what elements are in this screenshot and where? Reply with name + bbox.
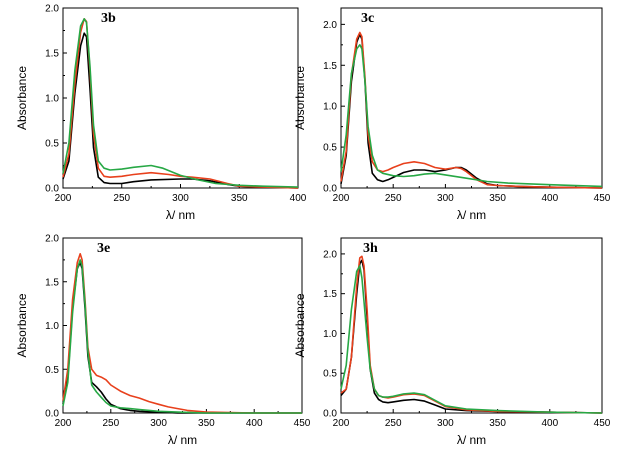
- series-line-red: [62, 253, 302, 414]
- y-tick-label: 0.0: [45, 184, 59, 195]
- panel-title: 3h: [363, 241, 378, 256]
- y-tick-label: 0.0: [323, 184, 337, 195]
- x-tick-label: 450: [594, 193, 611, 204]
- x-tick-label: 250: [385, 193, 402, 204]
- y-tick-label: 1.0: [45, 94, 59, 105]
- panel-3b: 200 250 300 350 400 0.0 0.5 1.0 1.5 2.0 3b λ/ nm Abs…: [15, 4, 307, 223]
- x-tick-label: 400: [290, 193, 307, 204]
- y-tick-label: 1.5: [45, 277, 59, 288]
- x-tick-label: 400: [541, 418, 558, 429]
- y-tick-label: 1.0: [323, 329, 337, 340]
- y-axis-label: Absorbance: [15, 66, 29, 130]
- y-tick-label: 1.5: [45, 49, 59, 60]
- x-tick-label: 200: [55, 418, 72, 429]
- y-axis-label: Absorbance: [293, 293, 307, 357]
- series-line-red: [340, 31, 603, 189]
- series-line-green: [62, 17, 299, 188]
- y-tick-label: 0.5: [323, 369, 337, 380]
- x-tick-label: 200: [333, 418, 350, 429]
- x-tick-label: 450: [594, 418, 611, 429]
- y-tick-label: 0.0: [323, 409, 337, 420]
- y-tick-label: 1.5: [323, 61, 337, 72]
- x-axis-label: λ/ nm: [457, 433, 486, 447]
- y-axis-label: Absorbance: [293, 66, 307, 130]
- x-tick-label: 350: [489, 418, 506, 429]
- y-tick-label: 0.5: [323, 143, 337, 154]
- panel-3e: 200 250 300 350 400 450 0.0 0.5 1.0 1.5 2.0 3e λ/ nm…: [15, 234, 311, 448]
- x-tick-label: 250: [102, 418, 119, 429]
- series-line-red: [62, 17, 299, 189]
- plot-frame: [62, 237, 303, 414]
- y-tick-label: 0.5: [45, 139, 59, 150]
- x-axis-label: λ/ nm: [168, 433, 197, 447]
- x-tick-label: 300: [150, 418, 167, 429]
- series-line-black: [340, 259, 603, 414]
- panel-3c: 200 250 300 350 400 450 0.0 0.5 1.0 1.5 2.0 3c λ/ nm…: [293, 7, 611, 222]
- y-tick-label: 1.0: [45, 321, 59, 332]
- x-tick-label: 250: [385, 418, 402, 429]
- series-line-green: [340, 43, 603, 188]
- y-tick-label: 2.0: [323, 20, 337, 31]
- x-tick-label: 300: [437, 418, 454, 429]
- plot-frame: [340, 7, 603, 189]
- plot-frame: [340, 237, 603, 414]
- series-line-black: [62, 261, 302, 414]
- y-tick-label: 2.0: [45, 234, 59, 245]
- x-tick-label: 300: [172, 193, 189, 204]
- x-tick-label: 400: [541, 193, 558, 204]
- panel-title: 3e: [97, 241, 110, 256]
- x-tick-label: 200: [333, 193, 350, 204]
- panel-title: 3b: [101, 11, 116, 26]
- x-axis-label: λ/ nm: [166, 208, 195, 222]
- y-tick-label: 0.0: [45, 409, 59, 420]
- y-tick-label: 1.5: [323, 289, 337, 300]
- series-line-red: [340, 255, 603, 414]
- x-tick-label: 250: [113, 193, 130, 204]
- series-line-green: [62, 259, 302, 414]
- y-tick-label: 1.0: [323, 102, 337, 113]
- panel-title: 3c: [361, 11, 374, 26]
- x-tick-label: 350: [198, 418, 215, 429]
- series-line-green: [340, 264, 603, 414]
- y-tick-label: 2.0: [45, 4, 59, 15]
- series-line-black: [340, 33, 603, 189]
- x-tick-label: 450: [294, 418, 311, 429]
- x-tick-label: 350: [489, 193, 506, 204]
- x-axis-label: λ/ nm: [457, 208, 486, 222]
- y-tick-label: 2.0: [323, 249, 337, 260]
- x-tick-label: 400: [246, 418, 263, 429]
- y-axis-label: Absorbance: [15, 293, 29, 357]
- x-tick-label: 300: [437, 193, 454, 204]
- panel-3h: 200 250 300 350 400 450 0.0 0.5 1.0 1.5 2.0 3h λ/ nm…: [293, 237, 611, 447]
- x-tick-label: 200: [55, 193, 72, 204]
- y-tick-label: 0.5: [45, 365, 59, 376]
- x-tick-label: 350: [231, 193, 248, 204]
